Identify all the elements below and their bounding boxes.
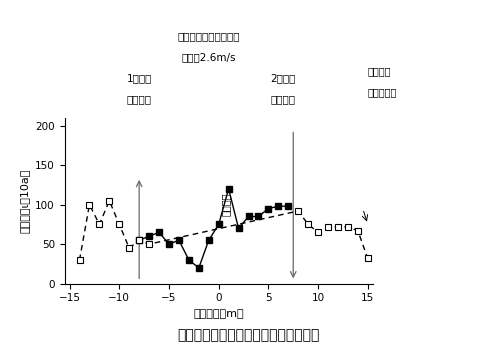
Text: 機体中心: 機体中心 — [127, 94, 152, 104]
Text: ノズル先端: ノズル先端 — [368, 87, 397, 97]
Text: 2行程目: 2行程目 — [270, 73, 296, 83]
Text: ブーム／: ブーム／ — [368, 66, 391, 76]
Text: （境界）: （境界） — [221, 193, 231, 216]
Text: 風速：2.6m/s: 風速：2.6m/s — [181, 52, 236, 62]
Y-axis label: 落下量（ι／10a）: 落下量（ι／10a） — [19, 169, 30, 233]
X-axis label: 散布位置（m）: 散布位置（m） — [193, 309, 244, 319]
Text: 風向：右後ろから左前: 風向：右後ろから左前 — [177, 31, 240, 42]
Text: 1行程目: 1行程目 — [126, 73, 152, 83]
Text: 図３　掛け合わせ散布時の落下量分布: 図３ 掛け合わせ散布時の落下量分布 — [177, 329, 320, 343]
Text: 機体中心: 機体中心 — [271, 94, 296, 104]
